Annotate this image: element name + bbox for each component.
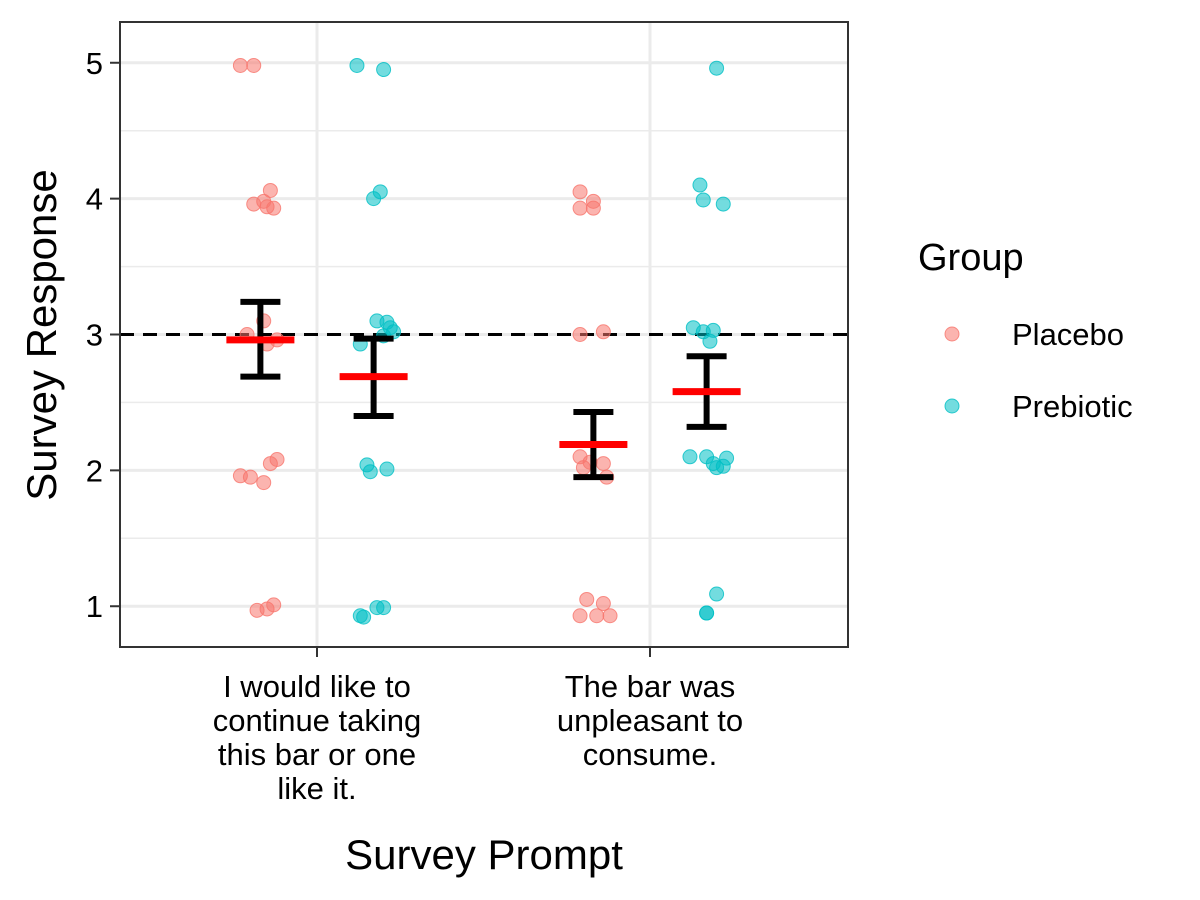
data-point [692, 177, 708, 193]
data-point [602, 608, 618, 624]
grid-minor [120, 129, 848, 540]
data-point [682, 449, 698, 465]
x-tick-label: consume. [583, 737, 717, 772]
data-point [695, 192, 711, 208]
y-tick-label: 3 [86, 318, 103, 353]
legend-key [944, 326, 960, 342]
data-point [715, 196, 731, 212]
x-tick-label: continue taking [213, 703, 422, 738]
means-layer [226, 336, 741, 449]
data-point [719, 450, 735, 466]
data-point [266, 200, 282, 216]
data-point [572, 184, 588, 200]
data-point [572, 200, 588, 216]
data-point [262, 182, 278, 198]
data-point [376, 62, 392, 78]
x-tick-label: I would like to [223, 669, 411, 704]
data-point [232, 57, 248, 73]
data-point [572, 608, 588, 624]
data-point [575, 460, 591, 476]
data-point [269, 452, 285, 467]
data-point [349, 57, 365, 73]
legend-title: Group [918, 237, 1024, 279]
data-point [699, 605, 715, 621]
y-axis-title: Survey Response [18, 169, 65, 501]
data-point [356, 609, 372, 625]
y-tick-label: 4 [86, 182, 103, 217]
data-point [572, 327, 588, 342]
y-tick-label: 5 [86, 46, 103, 81]
data-point [579, 591, 595, 607]
data-point [595, 456, 611, 472]
legend-label: Prebiotic [1012, 389, 1133, 424]
data-point [256, 475, 272, 491]
data-point [589, 608, 605, 624]
data-point [266, 597, 282, 613]
data-point [585, 200, 601, 216]
legend-key [944, 398, 960, 414]
data-point [595, 596, 611, 612]
y-tick-label: 1 [86, 589, 103, 624]
y-axis: 1 2 3 4 5 [86, 46, 120, 624]
data-point [372, 184, 388, 200]
x-tick-label: this bar or one [218, 737, 416, 772]
data-point [362, 464, 378, 480]
data-point [246, 57, 262, 73]
data-point [709, 586, 725, 602]
x-axis-title: Survey Prompt [345, 831, 623, 878]
data-point [376, 600, 392, 616]
y-tick-label: 2 [86, 453, 103, 488]
data-point [709, 60, 725, 76]
data-point [242, 469, 258, 485]
data-point [702, 333, 718, 349]
x-tick-label: The bar was [565, 669, 736, 704]
data-point [379, 461, 395, 477]
x-tick-label: like it. [277, 771, 356, 806]
legend: Group Placebo Prebiotic [918, 237, 1133, 424]
x-tick-label: unpleasant to [557, 703, 743, 738]
data-point [595, 324, 611, 340]
legend-label: Placebo [1012, 317, 1124, 352]
points-layer [232, 57, 735, 625]
